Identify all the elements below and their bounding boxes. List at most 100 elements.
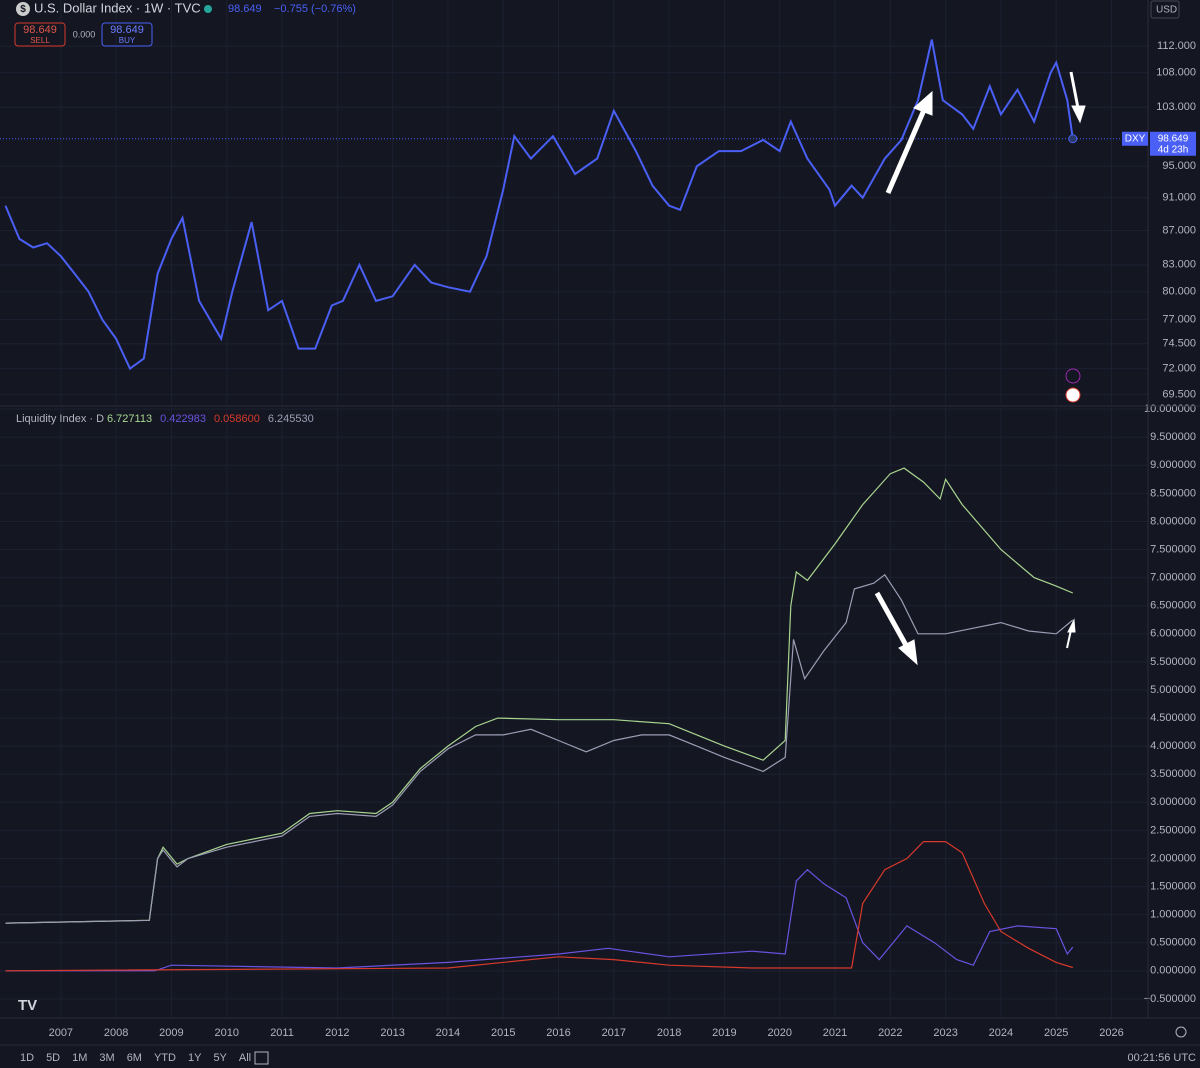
x-tick-label: 2009 (159, 1027, 183, 1039)
y-tick-label: 1.000000 (1150, 909, 1196, 921)
y-tick-label: 4.000000 (1150, 740, 1196, 752)
x-tick-label: 2020 (767, 1027, 791, 1039)
range-button[interactable]: All (239, 1052, 251, 1064)
event-icon[interactable] (1065, 368, 1081, 384)
x-tick-label: 2012 (325, 1027, 349, 1039)
y-tick-label: 4.500000 (1150, 712, 1196, 724)
range-button[interactable]: 1Y (188, 1052, 202, 1064)
last-price-dot (1068, 134, 1078, 144)
spread: 0.000 (73, 29, 96, 39)
x-tick-label: 2018 (657, 1027, 681, 1039)
symbol-title[interactable]: U.S. Dollar Index · 1W · TVC (34, 0, 201, 15)
y-tick-label: 9.500000 (1150, 431, 1196, 443)
x-tick-label: 2016 (546, 1027, 570, 1039)
y-tick-label: 3.000000 (1150, 796, 1196, 808)
y-tick-label: 5.500000 (1150, 656, 1196, 668)
x-tick-label: 2023 (933, 1027, 957, 1039)
clock: 00:21:56 UTC (1128, 1052, 1197, 1064)
arrow-head (1067, 618, 1076, 633)
legend-value: 0.422983 (160, 413, 206, 425)
arrow-down (1069, 71, 1080, 109)
x-tick-label: 2017 (602, 1027, 626, 1039)
y-tick-label: 74.500 (1162, 338, 1196, 350)
y-tick-label: 80.000 (1162, 286, 1196, 298)
y-tick-label: 3.500000 (1150, 768, 1196, 780)
y-tick-label: 69.500 (1162, 388, 1196, 400)
x-tick-label: 2024 (989, 1027, 1013, 1039)
y-tick-label: 2.500000 (1150, 824, 1196, 836)
buy-price: 98.649 (110, 24, 144, 36)
x-tick-label: 2010 (214, 1027, 238, 1039)
tv-logo[interactable]: TV (18, 997, 37, 1014)
x-tick-label: 2015 (491, 1027, 515, 1039)
x-tick-label: 2021 (823, 1027, 847, 1039)
currency-button[interactable] (1150, 0, 1180, 19)
price-tag-bg (1150, 131, 1196, 156)
y-tick-label: −0.500000 (1144, 993, 1196, 1005)
y-tick-label: 10.000000 (1144, 403, 1196, 415)
symbol-icon (16, 2, 30, 16)
range-button[interactable]: YTD (154, 1052, 176, 1064)
y-tick-label: 83.000 (1162, 259, 1196, 271)
y-tick-label: 72.000 (1162, 363, 1196, 375)
buy-label: BUY (119, 36, 136, 45)
price-tag-symbol: DXY (1125, 133, 1146, 144)
range-button[interactable]: 6M (127, 1052, 142, 1064)
y-tick-label: 0.500000 (1150, 937, 1196, 949)
currency[interactable]: USD (1156, 5, 1177, 16)
range-button[interactable]: 3M (99, 1052, 114, 1064)
x-tick-label: 2014 (436, 1027, 460, 1039)
y-tick-label: 6.500000 (1150, 600, 1196, 612)
y-tick-label: 1.500000 (1150, 880, 1196, 892)
arrow-up (885, 109, 927, 194)
price-change: −0.755 (−0.76%) (274, 3, 356, 15)
sell-price: 98.649 (23, 24, 57, 36)
y-tick-label: 2.000000 (1150, 852, 1196, 864)
x-tick-label: 2011 (270, 1027, 294, 1039)
symbol-icon-glyph: $ (20, 4, 26, 15)
y-tick-label: 108.000 (1156, 67, 1196, 79)
x-tick-label: 2007 (49, 1027, 73, 1039)
indicator-title[interactable]: Liquidity Index · D (16, 413, 104, 425)
buy-button[interactable] (101, 22, 153, 47)
y-tick-label: 112.000 (1157, 40, 1196, 52)
market-status (204, 5, 212, 13)
y-tick-label: 7.000000 (1150, 572, 1196, 584)
y-tick-label: 103.000 (1156, 101, 1196, 113)
y-tick-label: 77.000 (1162, 314, 1196, 326)
settings-icon[interactable] (1175, 1026, 1187, 1038)
series-line (5, 573, 1074, 924)
y-tick-label: 5.000000 (1150, 684, 1196, 696)
legend-value: 0.058600 (214, 413, 260, 425)
arrow-head (1071, 105, 1086, 124)
last-price: 98.649 (228, 3, 262, 15)
range-button[interactable]: 1D (20, 1052, 34, 1064)
arrow-head (913, 90, 933, 116)
economic-event-icon[interactable] (1065, 387, 1081, 403)
date-range-icon[interactable] (254, 1051, 269, 1065)
price-tag-countdown: 4d 23h (1158, 144, 1189, 155)
y-tick-label: 6.000000 (1150, 628, 1196, 640)
sell-button[interactable] (14, 22, 66, 47)
range-button[interactable]: 1M (72, 1052, 87, 1064)
series-line (5, 467, 1074, 924)
arrow-up (1066, 629, 1072, 649)
range-toolbar: 1D 5D 1M 3M 6M YTD 1Y 5Y All (20, 1052, 251, 1064)
x-tick-label: 2025 (1044, 1027, 1068, 1039)
indicator-legend: 6.727113 0.422983 0.058600 6.245530 (107, 413, 314, 425)
arrow-head (898, 639, 918, 666)
range-button[interactable]: 5Y (213, 1052, 227, 1064)
price-tag-symbol-bg (1122, 131, 1148, 146)
y-tick-label: 8.500000 (1150, 487, 1196, 499)
y-tick-label: 9.000000 (1150, 459, 1196, 471)
x-tick-label: 2013 (380, 1027, 404, 1039)
x-tick-label: 2008 (104, 1027, 128, 1039)
range-button[interactable]: 5D (46, 1052, 60, 1064)
legend-value: 6.245530 (268, 413, 314, 425)
y-tick-label: 0.000000 (1150, 965, 1196, 977)
grid: 112.000 108.000 103.000 95.000 91.000 87.000 8… (0, 0, 1196, 1039)
